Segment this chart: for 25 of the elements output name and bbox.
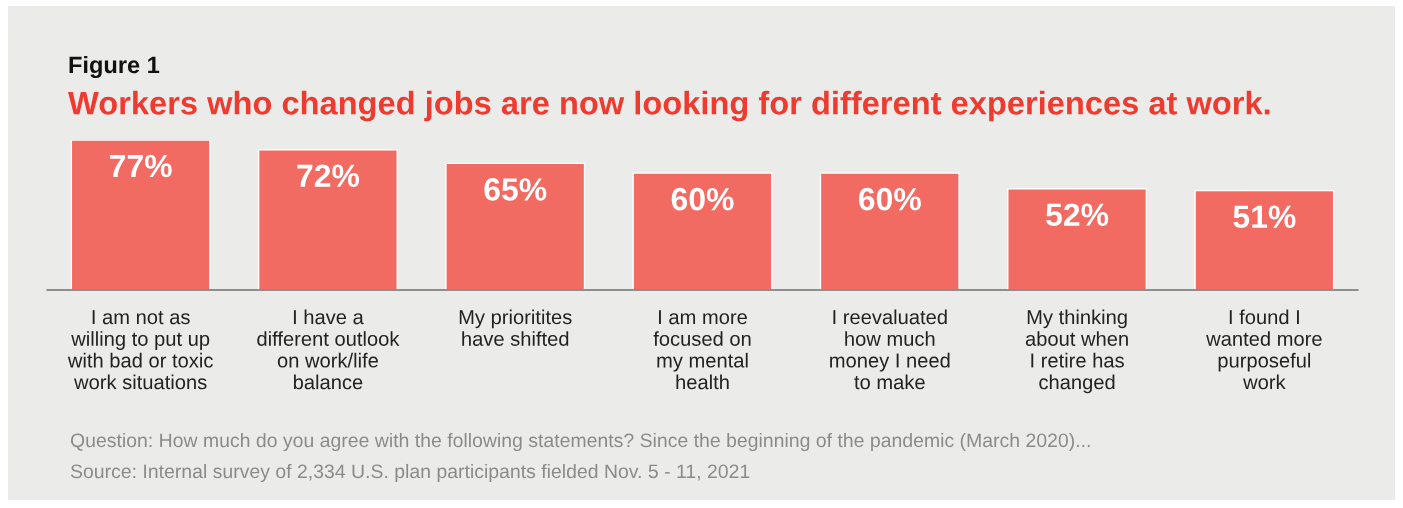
x-tick-label: I am not as willing to put up with bad or toxic work situations	[67, 310, 213, 390]
bar	[1194, 189, 1335, 290]
data-label: 72%	[297, 164, 360, 188]
x-tick-label: I reevaluated how much money I need to make	[830, 309, 950, 390]
text: Question: How much do you agree with the following statements? Since the beginning of the pandemic (March 2020)...	[70, 432, 1090, 452]
x-tick-label: My thinking about when I retire has changed	[1025, 309, 1128, 394]
source-note: Source: Internal survey of 2,334 U.S. plan participants fielded Nov. 5 - 11, 2021	[70, 463, 750, 483]
bar	[1007, 188, 1148, 290]
x-tick-label: I am more focused on my mental health	[653, 310, 751, 390]
x-tick-label: I have a different outlook on work/life balance	[257, 309, 400, 390]
chart-title: Figure 1	[69, 55, 160, 79]
x-tick-label: My prioritites have shifted	[459, 309, 572, 346]
chart-subtitle: Workers who changed jobs are now looking for different experiences at work.	[68, 90, 1270, 122]
x-tick-label: I found I wanted more purposeful work	[1206, 309, 1322, 390]
data-label: 60%	[858, 187, 921, 211]
data-label: 60%	[671, 187, 734, 211]
data-label: 51%	[1233, 205, 1296, 228]
data-label: 65%	[484, 178, 547, 201]
bar	[445, 162, 586, 290]
data-label: 77%	[110, 154, 172, 178]
bar	[819, 172, 960, 290]
data-label: 52%	[1046, 203, 1109, 227]
bar	[632, 172, 773, 290]
bar	[257, 149, 398, 290]
bar	[70, 140, 211, 290]
